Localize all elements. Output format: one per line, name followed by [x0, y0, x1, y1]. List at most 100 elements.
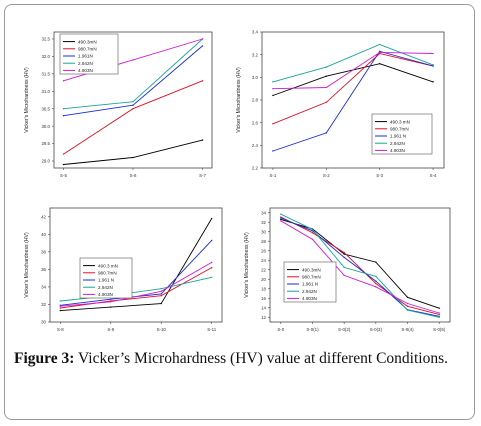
- y-axis-label: Vicker's Microhardness (HV): [24, 232, 30, 298]
- data-point: [406, 309, 409, 311]
- data-point: [132, 108, 134, 110]
- y-tick-label: 2.4: [252, 143, 259, 148]
- y-axis-label: Vicker's Microhardness (HV): [244, 232, 250, 298]
- legend-label: 490.3mN: [78, 39, 97, 44]
- series-line-3: [280, 217, 440, 317]
- data-point: [62, 114, 65, 117]
- y-tick-label: 18: [261, 286, 266, 291]
- data-point: [375, 280, 377, 282]
- caption-text: Vicker’s Microhardness (HV) value at dif…: [78, 350, 449, 367]
- series-line-4: [272, 44, 434, 83]
- series-line-5: [272, 51, 434, 90]
- data-point: [132, 59, 134, 61]
- data-point: [59, 307, 62, 309]
- data-point: [62, 163, 65, 166]
- legend-label: 4.903N: [390, 148, 405, 153]
- chart-2-svg: 2.2 2.4 2.6 2.8 3.0 3.2 3.4 S-1 S-2 S-3 S-4 Vicker'…: [236, 30, 445, 178]
- x-tick-label: S-8: [57, 327, 64, 332]
- data-point: [272, 94, 274, 97]
- data-point: [132, 104, 134, 106]
- data-point: [62, 108, 65, 110]
- x-tick-label: S-2: [323, 173, 330, 178]
- y-tick-label: 14: [261, 305, 266, 310]
- y-tick-label: 28: [261, 239, 266, 244]
- y-tick-label: 40: [41, 232, 46, 237]
- legend-box: [79, 257, 133, 299]
- data-point: [432, 52, 434, 55]
- data-point: [325, 101, 328, 103]
- legend-label: 2.942N: [78, 61, 93, 66]
- data-point: [406, 296, 409, 298]
- legend-label: 4.903N: [98, 292, 113, 297]
- y-tick-label: 16: [261, 296, 266, 301]
- data-point: [378, 51, 381, 54]
- y-tick-label: 30.5: [41, 106, 50, 111]
- data-point: [438, 313, 440, 316]
- x-tick-label: S-3: [376, 173, 383, 178]
- chart-panel-3: 30 32 34 36 38 40 42 S-8 S-9 S-10 S-11 Vicker's Mic…: [20, 200, 230, 340]
- x-tick-label: S-9: [107, 327, 114, 332]
- legend-label: 1.961 N: [390, 134, 406, 139]
- y-tick-label: 32.0: [41, 54, 50, 59]
- y-tick-label: 29.0: [41, 159, 50, 164]
- series-line-1: [272, 63, 434, 96]
- legend-label: 980.7mN: [302, 275, 321, 280]
- data-point: [272, 87, 274, 90]
- legend-box: [59, 33, 119, 75]
- data-point: [438, 316, 440, 318]
- data-point: [438, 312, 440, 314]
- data-point: [110, 306, 112, 308]
- x-tick-label: S-0(5): [433, 327, 446, 332]
- y-axis-label: Vicker's Microhardness (HV): [236, 67, 242, 133]
- chart-panel-2: 2.2 2.4 2.6 2.8 3.0 3.2 3.4 S-1 S-2 S-3 S-4 Vicker'…: [232, 22, 452, 188]
- data-point: [210, 217, 213, 220]
- series-line-3: [272, 50, 434, 152]
- data-point: [280, 217, 282, 219]
- data-point: [59, 300, 62, 302]
- data-point: [272, 150, 274, 152]
- x-tick-label: S-4: [430, 173, 437, 178]
- data-point: [201, 139, 204, 141]
- data-point: [375, 282, 377, 285]
- plot-area: [269, 207, 451, 323]
- y-tick-label: 2.8: [252, 98, 259, 103]
- y-tick-label: 24: [261, 258, 266, 263]
- data-point: [432, 65, 434, 67]
- x-tick-label: S-5: [60, 173, 67, 178]
- data-point: [110, 301, 112, 303]
- data-point: [378, 63, 381, 65]
- series-line-5: [60, 262, 212, 307]
- y-tick-label: 29.5: [41, 141, 50, 146]
- data-point: [62, 153, 65, 155]
- legend-label: 1.961 N: [98, 278, 114, 283]
- x-tick-label: S-0(1): [306, 327, 319, 332]
- data-point: [378, 43, 381, 46]
- chart-4-svg: 12 14 16 18 20 22 24 26 28 30 32 34 S-0 S-0(1) S-0(2) S…: [244, 207, 451, 332]
- chart-1-svg: 29.0 29.5 30.0 30.5 31.0 31.5 32.0 32.5 S-5 S-6 S-…: [24, 31, 213, 178]
- legend-label: 1.961 N: [302, 282, 318, 287]
- y-tick-label: 38: [41, 249, 46, 254]
- y-tick-label: 32: [41, 302, 46, 307]
- series-line-4: [60, 276, 212, 302]
- data-point: [210, 261, 213, 264]
- figure-caption: Figure 3: Vicker’s Microhardness (HV) va…: [14, 349, 466, 368]
- legend-label: 4.903N: [78, 68, 93, 73]
- data-point: [59, 309, 62, 312]
- y-axis-label: Vicker's Microhardness (HV): [24, 67, 30, 133]
- y-tick-label: 2.2: [252, 166, 259, 171]
- data-point: [375, 275, 377, 278]
- x-tick-label: S-0: [277, 327, 284, 332]
- data-point: [432, 64, 434, 66]
- data-point: [325, 132, 328, 134]
- data-point: [343, 274, 345, 277]
- x-tick-label: S-7: [199, 173, 206, 178]
- legend-box: [371, 113, 433, 155]
- y-tick-label: 34: [41, 285, 46, 290]
- x-tick-label: S-0(2): [338, 327, 351, 332]
- data-point: [160, 294, 162, 297]
- legend-label: 1.961N: [78, 54, 93, 59]
- data-point: [210, 266, 213, 269]
- data-point: [210, 239, 213, 242]
- legend-box: [283, 261, 337, 303]
- y-tick-label: 34: [261, 210, 266, 215]
